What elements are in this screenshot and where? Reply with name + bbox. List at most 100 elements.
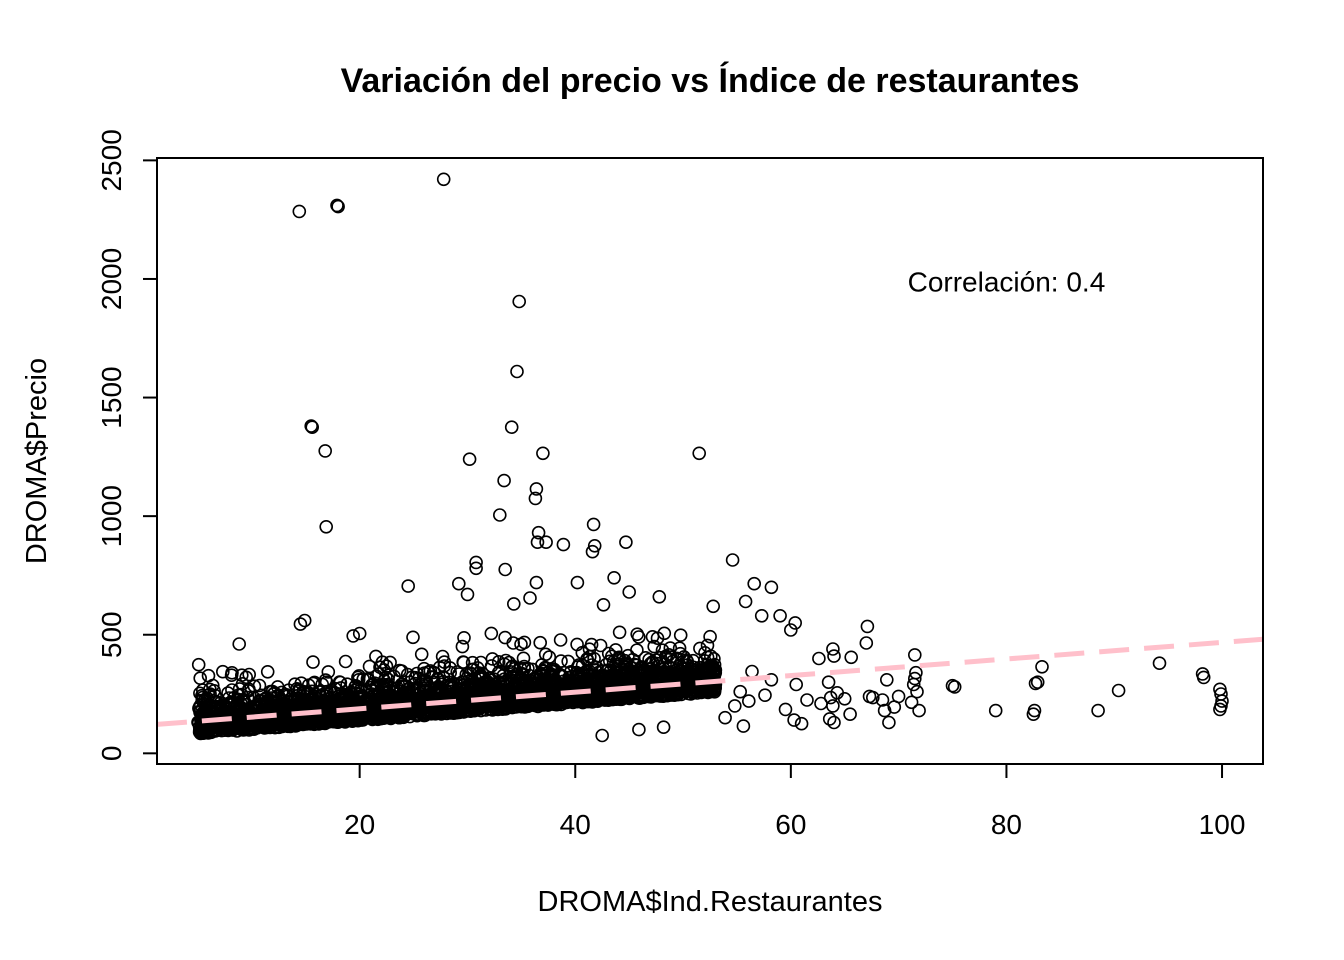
data-point: [242, 667, 256, 682]
data-point: [692, 446, 707, 461]
data-point: [216, 698, 230, 712]
data-point: [862, 689, 877, 704]
data-point: [843, 707, 857, 722]
data-point: [553, 695, 568, 710]
data-point: [632, 722, 646, 737]
data-point: [292, 715, 306, 730]
data-point: [332, 675, 347, 689]
data-point: [538, 647, 553, 662]
data-point: [656, 720, 671, 735]
data-point: [741, 694, 756, 708]
data-point: [608, 643, 623, 657]
data-point: [530, 535, 545, 550]
data-point: [988, 703, 1003, 718]
data-point: [812, 651, 826, 666]
data-point: [907, 648, 922, 662]
data-point: [587, 538, 602, 553]
y-tick-label: 2000: [96, 248, 127, 310]
data-point: [456, 655, 471, 670]
data-point: [369, 680, 384, 695]
data-point: [341, 713, 355, 728]
data-point: [706, 662, 721, 676]
data-point: [491, 675, 506, 689]
data-point: [316, 711, 331, 726]
data-point: [369, 707, 384, 722]
data-point: [787, 713, 801, 727]
data-point: [346, 629, 361, 643]
data-point: [260, 664, 275, 679]
data-point: [232, 637, 246, 651]
data-point: [191, 657, 206, 672]
data-point: [323, 699, 338, 714]
data-point: [576, 667, 591, 682]
data-point: [449, 687, 464, 701]
data-point: [253, 693, 267, 708]
data-point: [586, 668, 600, 683]
data-point: [673, 646, 688, 661]
data-point: [789, 677, 804, 692]
correlation-annotation: Correlación: 0.4: [908, 266, 1106, 297]
data-point: [367, 687, 382, 702]
data-point: [822, 712, 837, 726]
data-point: [910, 684, 924, 699]
data-point: [302, 695, 316, 710]
data-point: [484, 659, 499, 673]
data-point: [607, 570, 621, 585]
data-point: [879, 672, 894, 687]
x-tick-label: 80: [991, 809, 1022, 840]
data-point: [498, 630, 512, 645]
data-point: [859, 636, 874, 650]
data-point: [245, 719, 259, 733]
data-point: [596, 597, 611, 612]
data-point: [591, 687, 606, 702]
data-point: [907, 671, 922, 686]
data-point: [377, 663, 391, 677]
data-point: [754, 608, 769, 623]
x-tick-label: 40: [560, 809, 591, 840]
y-tick-label: 2500: [96, 129, 127, 191]
data-point: [536, 446, 550, 461]
data-point: [875, 693, 890, 707]
data-point: [471, 670, 486, 685]
data-point: [529, 482, 544, 496]
data-point: [764, 580, 779, 595]
data-point: [686, 653, 700, 668]
data-point: [586, 517, 601, 532]
data-point: [319, 519, 334, 534]
data-point: [296, 697, 310, 711]
data-point: [747, 576, 762, 591]
data-point: [837, 691, 852, 706]
data-point: [612, 625, 627, 640]
data-point: [417, 666, 432, 681]
data-point: [574, 674, 589, 689]
data-point: [542, 650, 557, 664]
data-point: [351, 713, 365, 728]
y-axis-label: DROMA$Precio: [21, 358, 53, 564]
data-point: [703, 649, 718, 664]
data-point: [338, 687, 353, 702]
data-point: [1091, 703, 1105, 718]
data-point: [1196, 670, 1211, 685]
data-point: [347, 683, 362, 698]
data-point: [363, 680, 377, 695]
data-point: [602, 654, 617, 669]
data-point: [292, 204, 307, 219]
data-point: [290, 681, 304, 696]
data-point: [529, 575, 544, 590]
data-point: [443, 661, 457, 675]
data-point: [904, 695, 919, 710]
data-point: [601, 663, 616, 677]
data-point: [469, 561, 483, 576]
data-point: [239, 670, 253, 685]
data-point: [672, 641, 687, 656]
data-point: [539, 535, 553, 550]
data-point: [827, 649, 841, 663]
data-point: [367, 709, 382, 724]
data-point: [1027, 703, 1042, 718]
data-point: [647, 639, 662, 654]
data-point: [269, 695, 284, 710]
data-point: [451, 576, 466, 591]
data-point: [201, 688, 216, 702]
data-point: [469, 703, 484, 717]
